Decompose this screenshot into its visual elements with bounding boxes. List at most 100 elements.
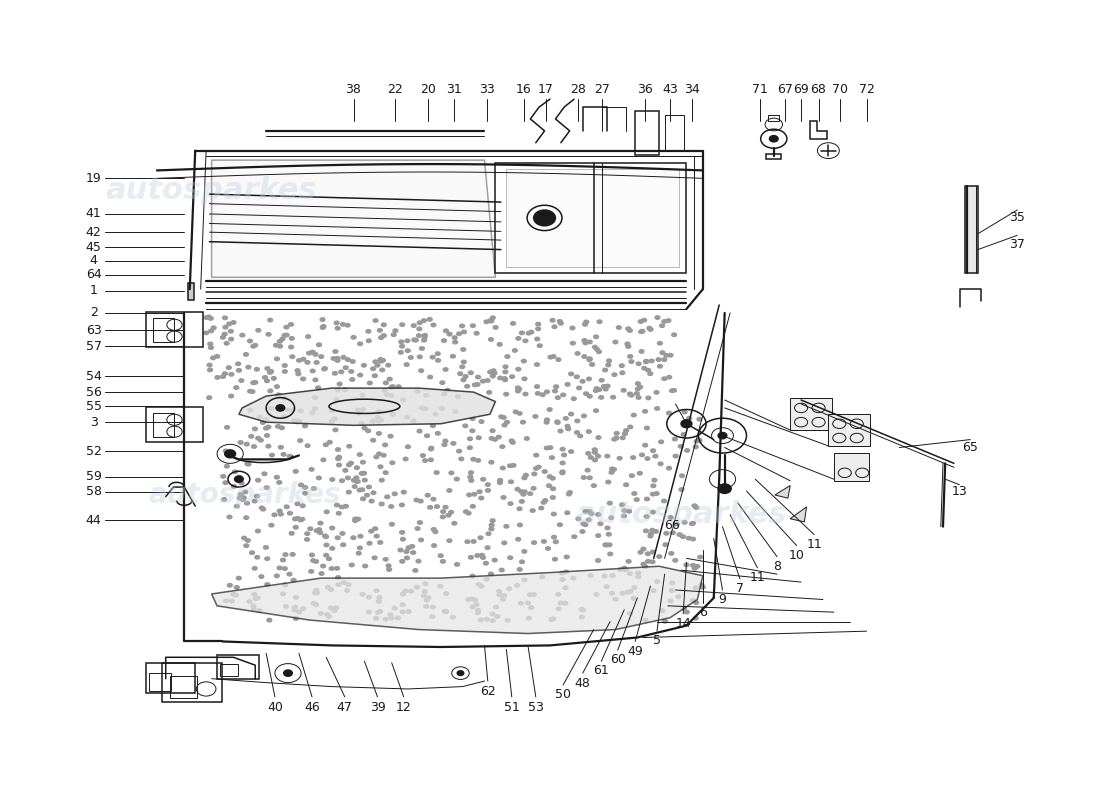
Circle shape xyxy=(227,322,232,326)
Circle shape xyxy=(653,530,658,533)
Circle shape xyxy=(478,536,483,539)
Circle shape xyxy=(592,484,596,487)
Circle shape xyxy=(646,396,651,400)
Circle shape xyxy=(477,490,482,494)
Circle shape xyxy=(249,434,254,438)
Circle shape xyxy=(455,394,460,398)
Circle shape xyxy=(330,526,334,530)
Circle shape xyxy=(693,617,698,620)
Circle shape xyxy=(300,377,306,381)
Text: 59: 59 xyxy=(86,470,101,483)
Circle shape xyxy=(252,593,256,596)
Circle shape xyxy=(312,396,318,399)
Circle shape xyxy=(323,554,329,557)
Circle shape xyxy=(628,590,632,593)
Circle shape xyxy=(502,594,506,597)
Text: 14: 14 xyxy=(675,617,691,630)
Circle shape xyxy=(270,454,274,457)
Circle shape xyxy=(377,610,383,614)
Circle shape xyxy=(227,366,231,370)
Circle shape xyxy=(222,498,227,501)
Circle shape xyxy=(686,537,691,540)
Circle shape xyxy=(654,406,660,410)
Circle shape xyxy=(582,338,587,342)
Circle shape xyxy=(405,339,410,342)
Circle shape xyxy=(430,355,436,359)
Circle shape xyxy=(246,366,251,369)
Circle shape xyxy=(646,552,650,555)
Circle shape xyxy=(440,406,444,410)
Circle shape xyxy=(205,316,209,319)
Circle shape xyxy=(379,368,385,372)
Circle shape xyxy=(236,576,241,580)
Circle shape xyxy=(353,518,358,521)
Circle shape xyxy=(588,456,593,459)
Circle shape xyxy=(534,454,539,457)
Circle shape xyxy=(336,457,341,461)
Circle shape xyxy=(624,483,628,486)
Circle shape xyxy=(373,527,377,530)
Circle shape xyxy=(425,598,429,602)
Circle shape xyxy=(416,559,421,563)
Circle shape xyxy=(692,504,697,507)
Text: 62: 62 xyxy=(480,685,496,698)
Circle shape xyxy=(515,487,520,491)
Circle shape xyxy=(358,534,363,538)
Circle shape xyxy=(648,328,653,331)
Circle shape xyxy=(621,389,626,392)
Circle shape xyxy=(465,385,470,388)
Circle shape xyxy=(474,603,478,606)
Circle shape xyxy=(344,589,350,592)
Circle shape xyxy=(376,600,382,603)
Circle shape xyxy=(330,478,334,482)
Circle shape xyxy=(579,607,584,611)
Circle shape xyxy=(547,484,551,487)
Circle shape xyxy=(459,457,464,461)
Circle shape xyxy=(351,478,356,482)
Circle shape xyxy=(453,340,458,344)
Circle shape xyxy=(558,523,562,526)
Circle shape xyxy=(666,319,671,322)
Circle shape xyxy=(476,582,482,586)
Text: 7: 7 xyxy=(736,582,744,595)
Circle shape xyxy=(569,372,573,376)
Text: 4: 4 xyxy=(90,254,98,267)
Circle shape xyxy=(443,592,449,595)
Circle shape xyxy=(366,330,371,333)
Circle shape xyxy=(449,510,453,514)
Circle shape xyxy=(383,471,388,474)
Bar xyxy=(220,664,238,676)
Circle shape xyxy=(224,465,229,468)
Circle shape xyxy=(645,457,650,460)
Circle shape xyxy=(244,442,249,446)
Circle shape xyxy=(565,427,571,430)
Circle shape xyxy=(431,528,436,531)
Circle shape xyxy=(664,531,669,535)
Circle shape xyxy=(694,601,698,604)
Circle shape xyxy=(209,346,213,350)
Circle shape xyxy=(618,568,623,571)
Circle shape xyxy=(229,338,233,341)
Circle shape xyxy=(552,390,558,393)
Circle shape xyxy=(478,618,483,622)
Circle shape xyxy=(390,413,395,416)
Circle shape xyxy=(238,496,242,500)
Circle shape xyxy=(495,614,499,618)
Circle shape xyxy=(596,558,601,562)
Circle shape xyxy=(531,593,537,596)
Circle shape xyxy=(262,472,267,475)
Circle shape xyxy=(302,491,308,495)
Circle shape xyxy=(503,377,507,380)
Circle shape xyxy=(469,371,473,374)
Circle shape xyxy=(364,494,370,497)
Circle shape xyxy=(374,534,379,538)
Circle shape xyxy=(327,614,331,618)
Circle shape xyxy=(336,448,340,451)
Bar xyxy=(146,663,195,693)
Circle shape xyxy=(243,490,248,494)
Polygon shape xyxy=(211,160,495,278)
Text: 48: 48 xyxy=(575,677,591,690)
Circle shape xyxy=(383,558,388,561)
Circle shape xyxy=(350,563,354,566)
Circle shape xyxy=(310,411,315,414)
